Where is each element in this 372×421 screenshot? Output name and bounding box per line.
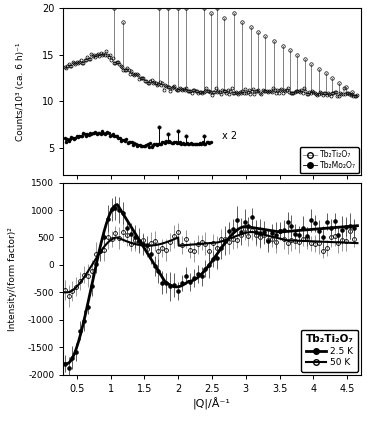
Y-axis label: Intensity/(form factor)²: Intensity/(form factor)² bbox=[8, 227, 17, 330]
X-axis label: |Q|/Å⁻¹: |Q|/Å⁻¹ bbox=[193, 398, 231, 410]
Y-axis label: Counts/10³ (ca. 6 h)⁻¹: Counts/10³ (ca. 6 h)⁻¹ bbox=[16, 43, 25, 141]
Legend: 2.5 K, 50 K: 2.5 K, 50 K bbox=[301, 330, 358, 372]
Legend: Tb₂Ti₂O₇, Tb₂Mo₂O₇: Tb₂Ti₂O₇, Tb₂Mo₂O₇ bbox=[300, 147, 359, 173]
Text: x 2: x 2 bbox=[222, 131, 237, 141]
